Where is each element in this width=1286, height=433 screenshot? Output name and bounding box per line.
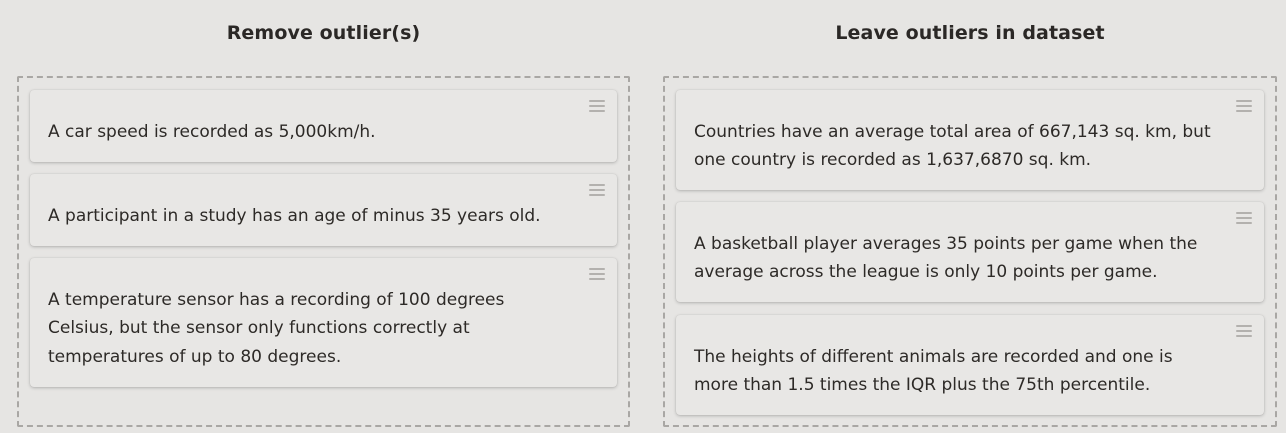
column-title: Remove outlier(s): [226, 22, 421, 44]
drag-handle-icon[interactable]: [589, 268, 605, 280]
drop-zone-remove-outliers[interactable]: A car speed is recorded as 5,000km/h. A …: [17, 76, 630, 427]
column-title: Leave outliers in dataset: [835, 22, 1105, 44]
drag-handle-icon[interactable]: [589, 100, 605, 112]
card-text: A car speed is recorded as 5,000km/h.: [48, 121, 376, 142]
drag-handle-icon[interactable]: [589, 184, 605, 196]
draggable-card[interactable]: A car speed is recorded as 5,000km/h.: [30, 90, 617, 162]
draggable-card[interactable]: Countries have an average total area of …: [676, 90, 1264, 190]
card-text: The heights of different animals are rec…: [694, 346, 1173, 396]
draggable-card[interactable]: A basketball player averages 35 points p…: [676, 202, 1264, 302]
card-text: A participant in a study has an age of m…: [48, 205, 541, 226]
drag-handle-icon[interactable]: [1236, 325, 1252, 337]
draggable-card[interactable]: A participant in a study has an age of m…: [30, 174, 617, 246]
drag-handle-icon[interactable]: [1236, 212, 1252, 224]
drop-zone-leave-outliers[interactable]: Countries have an average total area of …: [663, 76, 1277, 427]
card-text: Countries have an average total area of …: [694, 121, 1211, 171]
draggable-card[interactable]: The heights of different animals are rec…: [676, 315, 1264, 415]
card-text: A basketball player averages 35 points p…: [694, 233, 1198, 283]
card-text: A temperature sensor has a recording of …: [48, 289, 505, 367]
drag-handle-icon[interactable]: [1236, 100, 1252, 112]
draggable-card[interactable]: A temperature sensor has a recording of …: [30, 258, 617, 387]
